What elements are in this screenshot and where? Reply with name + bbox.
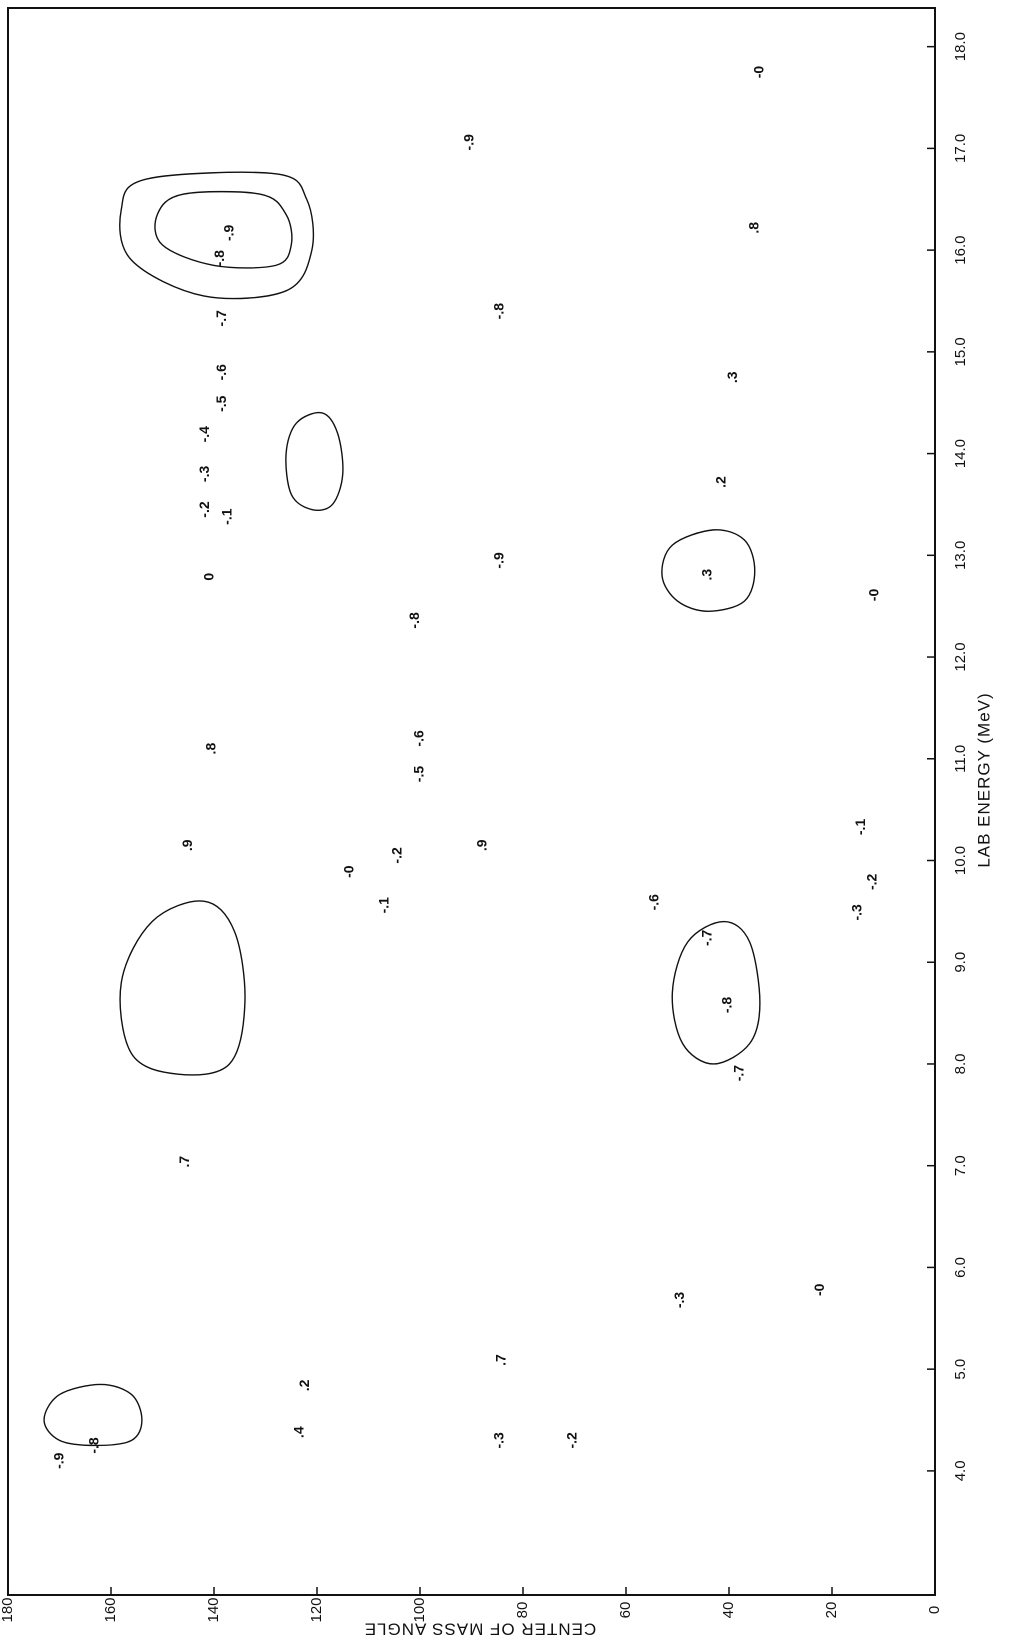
contour-label: .9 xyxy=(179,839,195,851)
contour-label: -.8 xyxy=(491,303,507,320)
contour-label: .8 xyxy=(745,222,761,234)
contour-label: -0 xyxy=(811,1283,827,1296)
contour-label: .8 xyxy=(203,743,219,755)
contour-label: -.7 xyxy=(213,310,229,327)
contour-label: -.9 xyxy=(461,134,477,151)
contour-label: -.8 xyxy=(719,997,735,1014)
contour-line xyxy=(661,529,756,612)
contour-label: -.3 xyxy=(671,1292,687,1309)
contour-label: -.8 xyxy=(86,1437,102,1454)
contour-label: -.3 xyxy=(196,466,212,483)
contour-label: -.1 xyxy=(376,897,392,914)
contour-label: -.3 xyxy=(491,1432,507,1449)
y-tick-label: 60 xyxy=(617,1602,634,1619)
contour-line xyxy=(285,411,344,511)
contour-label: -.1 xyxy=(852,819,868,836)
contour-label: .4 xyxy=(291,1426,307,1438)
contour-label: .7 xyxy=(176,1156,192,1168)
x-tick-label: 6.0 xyxy=(952,1257,969,1278)
contour-label: .3 xyxy=(699,569,715,581)
x-tick-label: 13.0 xyxy=(952,541,969,570)
y-tick-label: 40 xyxy=(720,1602,737,1619)
contour-label: -.6 xyxy=(411,730,427,747)
y-tick-label: 180 xyxy=(0,1597,16,1622)
contour-label: -.8 xyxy=(406,612,422,629)
contour-line xyxy=(119,900,246,1076)
contour-label: -.9 xyxy=(51,1452,67,1469)
contour-label: -.2 xyxy=(863,873,879,890)
y-tick-label: 120 xyxy=(308,1597,325,1622)
contour-line xyxy=(119,171,315,300)
y-tick-label: 0 xyxy=(926,1606,943,1614)
contour-label: .7 xyxy=(493,1354,509,1366)
x-tick-label: 4.0 xyxy=(952,1460,969,1481)
contour-label: -.9 xyxy=(221,224,237,241)
contour-label: -.7 xyxy=(699,929,715,946)
contour-line xyxy=(671,920,761,1065)
contour-line xyxy=(43,1383,143,1447)
x-tick-label: 11.0 xyxy=(952,745,969,773)
y-axis-label: CENTER OF MASS ANGLE xyxy=(364,1620,597,1639)
x-tick-label: 14.0 xyxy=(952,439,969,468)
x-tick-label: 18.0 xyxy=(952,32,969,61)
x-tick-label: 16.0 xyxy=(952,236,969,265)
contour-label: -.6 xyxy=(646,894,662,911)
x-tick-label: 8.0 xyxy=(952,1054,969,1075)
contour-label: -.8 xyxy=(211,250,227,267)
y-tick-label: 80 xyxy=(514,1602,531,1619)
contour-label: -.2 xyxy=(564,1432,580,1449)
contour-label: -0 xyxy=(865,589,881,602)
y-tick-label: 100 xyxy=(411,1597,428,1622)
contour-label: 0 xyxy=(201,573,217,581)
x-tick-label: 15.0 xyxy=(952,337,969,366)
x-tick-label: 7.0 xyxy=(952,1155,969,1176)
x-tick-label: 12.0 xyxy=(952,642,969,671)
contour-label: -.2 xyxy=(389,847,405,864)
contour-label: -0 xyxy=(751,66,767,79)
x-tick-label: 10.0 xyxy=(952,846,969,875)
contour-line xyxy=(154,190,293,269)
x-tick-label: 9.0 xyxy=(952,952,969,973)
contour-label: -.9 xyxy=(491,552,507,569)
contour-label: -.4 xyxy=(196,426,212,443)
contour-label: -.5 xyxy=(411,766,427,783)
contour-label: .9 xyxy=(474,839,490,851)
contour-label: .2 xyxy=(712,476,728,488)
contour-label: .3 xyxy=(724,371,740,383)
contour-label: -0 xyxy=(341,865,357,878)
x-axis-label: LAB ENERGY (MeV) xyxy=(974,692,993,867)
x-tick-label: 5.0 xyxy=(952,1359,969,1380)
y-tick-label: 20 xyxy=(823,1602,840,1619)
contour-label: -.2 xyxy=(196,501,212,518)
contour-label: -.6 xyxy=(213,364,229,381)
contour-label: -.1 xyxy=(219,508,235,525)
plot-frame xyxy=(7,7,936,1596)
y-tick-label: 160 xyxy=(102,1597,119,1622)
x-tick-label: 17.0 xyxy=(952,134,969,163)
contour-label: -.7 xyxy=(731,1065,747,1082)
contour-label: .2 xyxy=(296,1379,312,1391)
contour-label: -.3 xyxy=(848,904,864,921)
y-tick-label: 140 xyxy=(205,1597,222,1622)
contour-label: -.5 xyxy=(213,395,229,412)
